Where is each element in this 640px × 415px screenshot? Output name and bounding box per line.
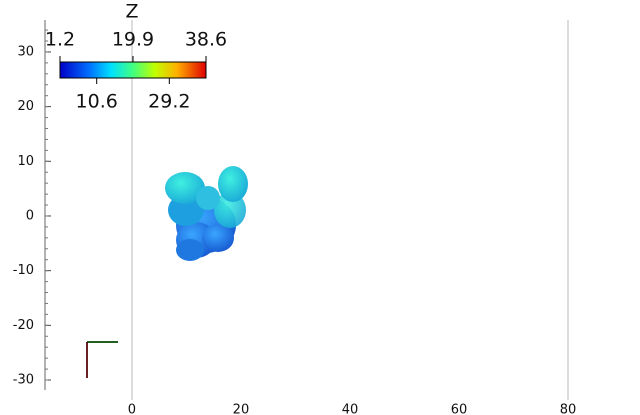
x-tick-label: 80 (560, 403, 577, 415)
color-bar-label: 29.2 (148, 91, 190, 113)
y-tick-label: 20 (17, 99, 34, 114)
x-tick-label: 20 (233, 403, 250, 415)
y-tick-label: 10 (17, 154, 34, 169)
color-bar-label: 10.6 (76, 91, 118, 113)
y-tick-label: -30 (13, 373, 34, 388)
color-bar-title: Z (125, 1, 138, 23)
x-tick-label: 60 (451, 403, 468, 415)
orientation-axes (87, 342, 118, 378)
render-view: Z 30 20 10 0 -10 -20 -30 0 20 40 60 80 1.2 19.9 38.6 10… (0, 0, 640, 415)
color-bar-label: 19.9 (112, 29, 154, 51)
y-tick-label: 0 (26, 208, 34, 223)
surface (165, 166, 248, 261)
x-tick-label: 0 (128, 403, 136, 415)
y-tick-label: -20 (13, 318, 34, 333)
x-tick-label: 40 (342, 403, 359, 415)
color-bar (60, 62, 206, 78)
color-bar-label: 38.6 (185, 29, 227, 51)
color-bar-label: 1.2 (45, 29, 75, 51)
y-tick-label: -10 (13, 263, 34, 278)
y-tick-label: 30 (17, 44, 34, 59)
